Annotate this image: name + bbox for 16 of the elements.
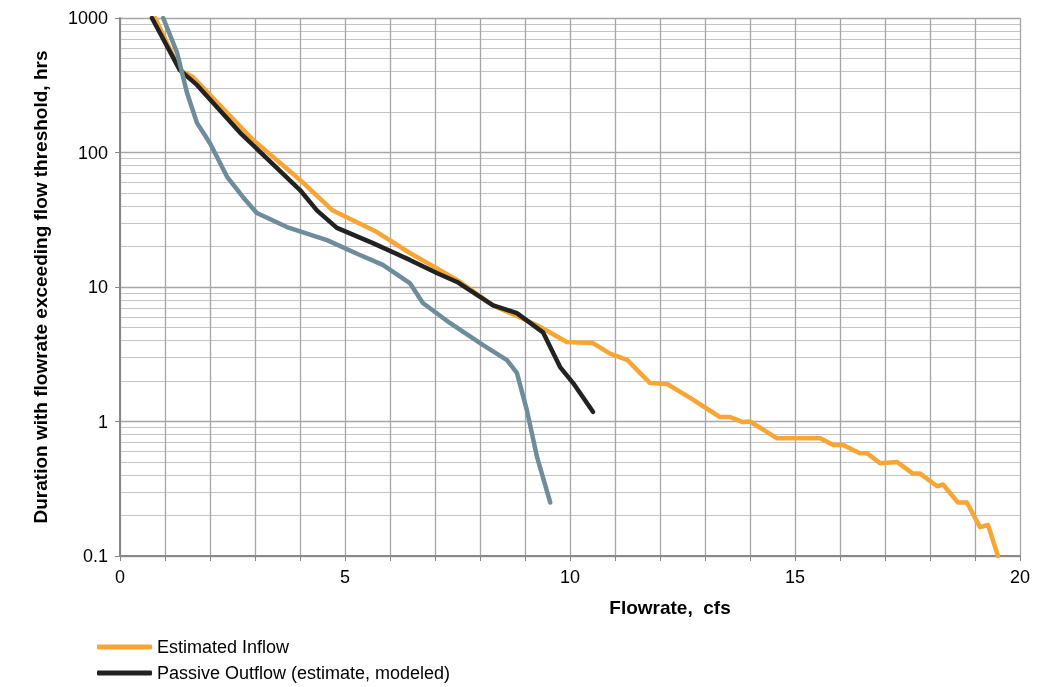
x-tick-label: 15 xyxy=(784,567,806,587)
line-series xyxy=(160,15,553,505)
legend-label: Passive Outflow (estimate, modeled) xyxy=(157,663,451,683)
x-tick-label: 20 xyxy=(1009,567,1031,587)
y-tick-label: 1 xyxy=(97,411,108,432)
y-tick-label: 1000 xyxy=(67,8,108,28)
legend-label: Estimated Inflow xyxy=(157,637,291,657)
x-axis-title: Flowrate, cfs xyxy=(609,597,731,618)
x-tick-label: 0 xyxy=(114,567,126,587)
x-tick-label: 10 xyxy=(559,567,581,587)
x-tick-label: 5 xyxy=(339,567,351,587)
line-series xyxy=(149,15,596,415)
y-tick-label: 100 xyxy=(77,142,108,163)
y-axis-title: Duration with flowrate exceeding flow threshold, hrs xyxy=(29,50,51,524)
y-tick-label: 0.1 xyxy=(82,546,108,566)
y-tick-label: 10 xyxy=(87,277,108,297)
